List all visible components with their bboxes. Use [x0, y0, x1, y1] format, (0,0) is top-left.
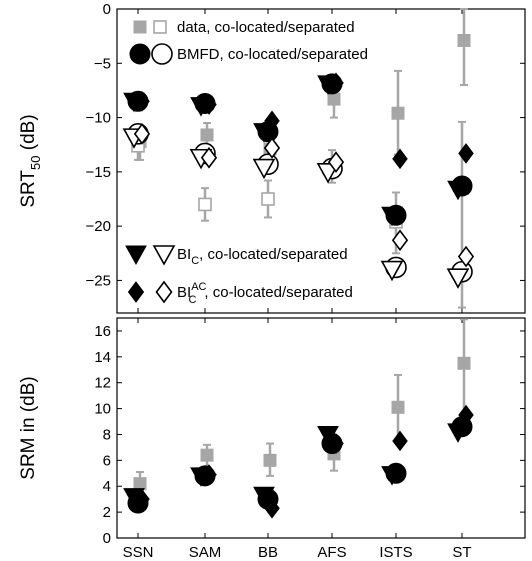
y-tick-label: 10: [94, 401, 111, 418]
data-separated-point: [198, 197, 212, 212]
bic-separated-point: [252, 158, 276, 180]
y-axis-label: SRT50 (dB): [18, 114, 43, 207]
bicac-srm-point: [264, 497, 280, 519]
x-tick-label: ST: [452, 544, 471, 561]
y-tick-label: 0: [103, 530, 111, 547]
bicac-separated-point: [457, 245, 475, 268]
legend-label: data, co-located/separated: [177, 19, 355, 36]
bic-co-located-point: [253, 123, 275, 143]
bic-separated-point: [446, 268, 470, 289]
bicac-separated-point: [263, 137, 281, 159]
y-tick-label: 16: [94, 323, 111, 340]
data-srm-point: [200, 448, 214, 462]
y-tick-label: −10: [86, 110, 111, 127]
y-tick-label: 14: [94, 349, 111, 366]
top-axes-box: [116, 8, 526, 314]
y-tick-label: 0: [103, 1, 111, 18]
legend-marker-open: [153, 20, 167, 34]
legend-marker-filled: [127, 281, 145, 303]
data-co-located-point: [200, 128, 214, 142]
data-co-located-point: [327, 92, 341, 106]
x-tick-label: SSN: [123, 544, 154, 561]
bic-srm-point: [253, 486, 275, 507]
legend-marker-filled: [125, 245, 147, 266]
bicac-co-located-point: [328, 72, 344, 94]
data-srm-point: [391, 400, 405, 414]
legend-marker-open: [151, 43, 173, 65]
bicac-co-located-point: [392, 148, 408, 170]
bic-co-located-point: [447, 180, 469, 201]
bicac-srm-point: [328, 433, 344, 454]
legend-marker-filled: [133, 20, 147, 34]
y-tick-label: −5: [94, 55, 111, 72]
legend: data, co-located/separated BMFD, co-locat…: [125, 19, 368, 306]
legend-label: BMFD, co-located/separated: [177, 46, 368, 63]
bottom-panel: 0 2 4 6 8 10 12 14 16 SRM in (dB) SSN SAM BB AFS ISTS S…: [18, 317, 526, 561]
y-axis-label: SRM in (dB): [18, 376, 39, 479]
data-srm-point: [263, 453, 277, 467]
y-tick-label: 12: [94, 375, 111, 392]
y-tick-label: −15: [86, 164, 111, 181]
data-separated-point: [261, 192, 275, 206]
bicac-co-located-point: [458, 143, 474, 164]
bic-srm-point: [381, 466, 403, 486]
legend-marker-filled: [129, 43, 151, 65]
x-tick-label: SAM: [189, 544, 222, 561]
bicac-srm-point: [392, 430, 408, 452]
bicac-co-located-point: [264, 110, 280, 132]
bic-srm-point: [317, 425, 339, 446]
bicac-srm-point: [201, 464, 217, 485]
bic-srm-point: [447, 423, 469, 443]
legend-label: BIAC C, co-located/separated: [177, 281, 353, 306]
y-tick-label: −25: [86, 272, 111, 289]
bicac-srm-point: [134, 488, 150, 510]
y-tick-label: 2: [103, 504, 111, 521]
bicac-separated-point: [133, 123, 151, 145]
legend-marker-open: [155, 280, 173, 304]
bicac-separated-point: [200, 146, 218, 169]
bic-co-located-point: [381, 206, 403, 227]
bicac-separated-point: [391, 229, 409, 252]
top-panel: 0 −5 −10 −15 −20 −25 SRT50 (dB) data, co-locate…: [18, 1, 526, 314]
y-tick-label: 4: [103, 478, 111, 495]
x-tick-label: BB: [258, 544, 278, 561]
x-tick-label: AFS: [317, 544, 346, 561]
y-tick-label: −20: [86, 218, 111, 235]
data-srm-point: [133, 477, 147, 491]
y-tick-label: 8: [103, 426, 111, 443]
bic-separated-point: [380, 260, 404, 282]
bicac-srm-point: [458, 404, 474, 426]
x-tick-label: ISTS: [379, 544, 412, 561]
legend-marker-open: [152, 245, 176, 266]
bicac-co-located-point: [201, 94, 217, 115]
bicac-separated-point: [327, 151, 345, 173]
data-co-located-point: [457, 33, 471, 47]
y-tick-label: 6: [103, 452, 111, 469]
legend-label: BIC, co-located/separated: [177, 246, 348, 267]
bottom-axes-box: [116, 317, 526, 539]
data-co-located-point: [391, 106, 405, 120]
bicac-co-located-point: [134, 90, 150, 112]
data-srm-point: [457, 356, 471, 370]
